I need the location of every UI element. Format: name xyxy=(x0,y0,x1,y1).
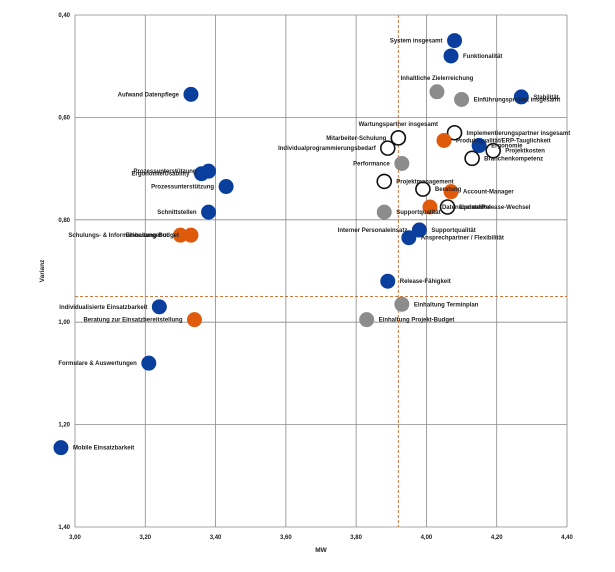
x-tick-label: 3,80 xyxy=(350,535,362,541)
data-point xyxy=(380,273,396,289)
y-axis-title: Varianz xyxy=(39,259,46,283)
data-point-label: Supportqualität xyxy=(431,228,475,234)
data-point xyxy=(151,299,167,315)
data-point xyxy=(376,173,393,190)
tick-labels: 3,00 3,20 3,40 3,60 3,80 4,00 4,20 4,40 0,40 0,60… xyxy=(58,13,573,541)
data-point-label: Funktionalität xyxy=(463,54,502,60)
x-tick-label: 4,00 xyxy=(421,535,433,541)
data-point xyxy=(390,130,407,146)
data-point-label: Formulare & Auswertungen xyxy=(58,361,137,367)
data-point xyxy=(201,204,217,220)
x-tick-label: 4,20 xyxy=(491,535,503,541)
data-point-label: Projektkosten xyxy=(505,149,545,155)
data-point-label: Update/Release-Wechsel xyxy=(460,205,531,211)
data-point-label: Individualprogrammierungsbedarf xyxy=(278,146,377,152)
data-point-label: Einhaltung Budget xyxy=(126,233,179,239)
data-point xyxy=(53,440,69,456)
data-point xyxy=(436,132,452,148)
y-tick-label: 0,60 xyxy=(58,115,70,121)
data-point-label: Produktqualität/ERP-Tauglichkeit xyxy=(456,138,551,144)
data-point xyxy=(429,84,445,100)
data-point-label: Mobile Einsatzbarkeit xyxy=(73,446,134,452)
data-point xyxy=(376,204,392,220)
data-point xyxy=(394,155,410,171)
data-point xyxy=(218,179,234,195)
y-tick-label: 0,80 xyxy=(58,218,70,224)
x-tick-label: 3,60 xyxy=(280,535,292,541)
y-tick-label: 1,40 xyxy=(58,525,70,531)
data-point xyxy=(394,296,410,312)
data-point xyxy=(464,150,480,167)
data-point xyxy=(415,181,431,197)
data-point-label: Mitarbeiter-Schulung xyxy=(326,136,386,142)
grid-lines xyxy=(74,14,568,528)
data-point-label: Ergonomie xyxy=(491,144,523,150)
x-tick-label: 4,40 xyxy=(561,535,573,541)
data-point xyxy=(186,312,202,328)
data-point-label: Performance xyxy=(353,161,390,167)
data-point-label: Ansprechpartner / Flexibilität xyxy=(421,236,504,242)
data-point xyxy=(359,312,375,328)
x-axis-title: MW xyxy=(315,547,327,554)
reference-lines xyxy=(75,15,567,527)
data-point-label: System insgesamt xyxy=(390,39,443,45)
data-point xyxy=(513,89,529,105)
data-point-label: Account-Manager xyxy=(463,190,514,196)
data-point-label: Implementierungspartner insgesamt xyxy=(467,131,571,137)
data-point-label: Wartungspartner insgesamt xyxy=(359,122,438,128)
y-tick-label: 1,00 xyxy=(58,320,70,326)
data-point xyxy=(401,230,417,246)
data-point-label: Release-Fähigkeit xyxy=(400,279,451,285)
data-point-label: Projektmanagement xyxy=(396,179,453,185)
data-point-label: Beratung zur Einsatzbereitstellung xyxy=(83,318,182,324)
data-point xyxy=(172,227,188,243)
data-point xyxy=(471,138,487,154)
data-point-label: Einhaltung Terminplan xyxy=(414,302,479,308)
data-point-label: Supportqualität xyxy=(396,210,440,216)
data-point-label: Prozessunterstützung xyxy=(151,185,214,191)
data-point xyxy=(443,48,459,64)
data-point xyxy=(443,184,459,200)
data-point xyxy=(379,140,396,156)
data-point-label: Individualisierte Einsatzbarkeit xyxy=(59,305,147,311)
data-point xyxy=(485,142,502,159)
x-tick-label: 3,00 xyxy=(69,535,81,541)
data-point-label: Schulungs- & Informationsangebot xyxy=(68,233,168,239)
data-points xyxy=(53,33,529,456)
data-point-label: Interner Personaleinsatz xyxy=(338,228,408,234)
data-point-label: Stabilität xyxy=(533,95,558,101)
data-point-label: Beratung xyxy=(435,187,462,193)
data-point xyxy=(454,91,470,107)
point-labels: System insgesamt Funktionalität Aufwand Da… xyxy=(58,39,570,452)
data-point xyxy=(201,163,217,179)
data-point xyxy=(141,355,157,371)
data-point-label: Einführungsprojekt insgesamt xyxy=(474,97,561,103)
data-point xyxy=(446,124,463,141)
x-tick-label: 3,40 xyxy=(210,535,222,541)
data-point-label: Branchenkompetenz xyxy=(484,156,543,162)
y-tick-label: 1,20 xyxy=(58,423,70,429)
data-point xyxy=(447,33,463,49)
data-point xyxy=(439,199,456,215)
data-point-label: Prozessunterstützung xyxy=(134,169,197,175)
data-point-label: Einhaltung Projekt-Budget xyxy=(379,318,455,324)
data-point-label: Schnittstellen xyxy=(157,210,197,216)
data-point xyxy=(422,199,438,215)
x-tick-label: 3,20 xyxy=(139,535,151,541)
data-point-label: Aufwand Datenpflege xyxy=(118,92,180,98)
data-point-label: Datenübernahme xyxy=(442,205,492,211)
data-point-label: Ergonomie/Usability xyxy=(131,172,190,178)
data-point xyxy=(183,86,199,102)
data-point xyxy=(411,222,427,238)
y-tick-label: 0,40 xyxy=(58,13,70,19)
data-point-label: Inhaltliche Zielerreichung xyxy=(401,76,474,82)
